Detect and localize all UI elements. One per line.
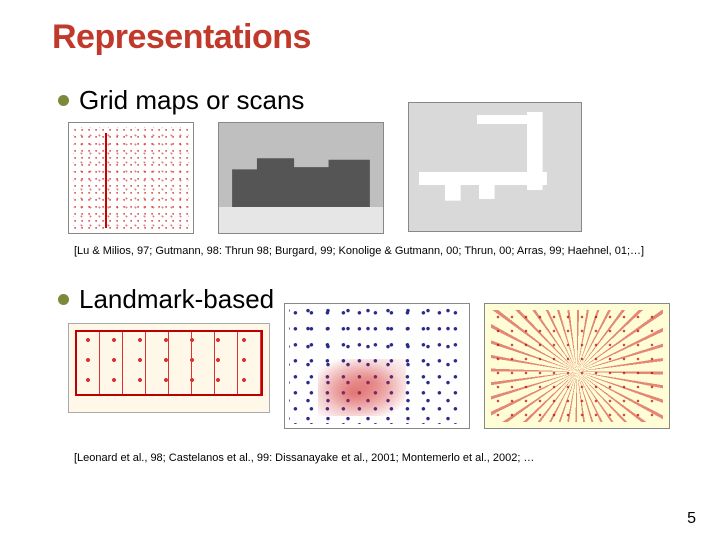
figure-grid-scan-points [68,122,194,234]
page-number: 5 [687,510,696,528]
bullet-label: Landmark-based [79,284,274,315]
bullet-label: Grid maps or scans [79,85,304,116]
bullet-grid-maps: Grid maps or scans [58,85,680,116]
page-title: Representations [52,18,680,57]
figure-grid-floorplan [408,102,582,232]
figure-landmark-scatter [284,303,470,429]
figure-landmark-rect-map [68,323,270,413]
figure-row-grid [68,122,680,234]
bullet-dot-icon [58,294,69,305]
figure-landmark-graph [484,303,670,429]
bullet-dot-icon [58,95,69,106]
citation-grid: [Lu & Milios, 97; Gutmann, 98: Thrun 98;… [74,244,680,258]
slide: Representations Grid maps or scans [Lu &… [0,0,720,540]
figure-row-landmark [68,323,680,429]
figure-grid-building-photo [218,122,384,234]
citation-landmark: [Leonard et al., 98; Castelanos et al., … [74,451,680,465]
